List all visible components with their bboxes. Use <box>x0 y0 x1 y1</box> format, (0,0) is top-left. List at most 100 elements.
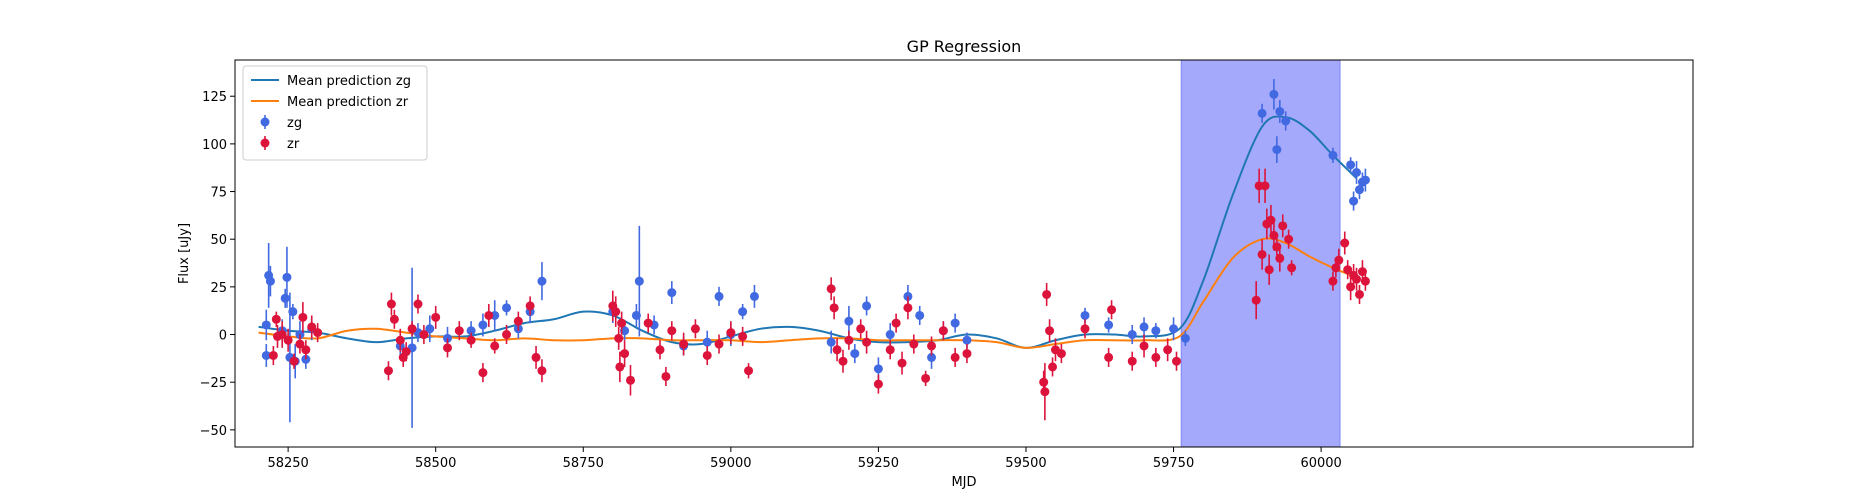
marker <box>502 303 512 313</box>
data-point-zr-16 <box>401 342 411 362</box>
marker <box>927 341 937 351</box>
marker <box>401 347 411 357</box>
marker <box>1343 265 1353 275</box>
data-point-zr-40 <box>655 340 665 360</box>
x-tick-label: 58750 <box>563 456 604 471</box>
data-point-zr-82 <box>1172 351 1182 371</box>
marker <box>407 324 417 334</box>
data-point-zg-60 <box>1281 111 1291 131</box>
data-point-zg-40 <box>862 296 872 316</box>
marker <box>1251 295 1261 305</box>
data-point-zr-81 <box>1163 338 1173 362</box>
data-point-zr-85 <box>1257 239 1267 270</box>
data-point-zr-22 <box>454 321 464 341</box>
data-point-zr-69 <box>1040 363 1050 421</box>
marker <box>301 345 311 355</box>
marker <box>1284 234 1294 244</box>
data-point-zr-67 <box>962 344 972 364</box>
marker <box>1104 352 1114 362</box>
data-point-zg-30 <box>667 281 677 305</box>
marker <box>537 276 547 286</box>
data-point-zg-21 <box>502 300 512 316</box>
marker <box>897 358 907 368</box>
data-point-zr-46 <box>714 334 724 354</box>
data-point-zr-27 <box>502 324 512 345</box>
data-point-zr-29 <box>525 296 535 316</box>
marker <box>625 375 635 385</box>
marker <box>679 339 689 349</box>
marker <box>531 352 541 362</box>
data-point-zr-23 <box>466 332 476 348</box>
data-point-zr-20 <box>431 305 441 329</box>
marker <box>744 366 754 376</box>
data-point-zg-8 <box>288 304 298 320</box>
data-point-zg-50 <box>1104 317 1114 333</box>
data-point-zr-58 <box>885 340 895 360</box>
marker <box>1039 377 1049 387</box>
data-point-zr-24 <box>478 363 488 383</box>
data-point-zg-37 <box>826 330 836 354</box>
marker <box>298 312 308 322</box>
data-point-zr-42 <box>667 321 677 341</box>
data-point-zg-52 <box>1139 317 1149 337</box>
data-point-zr-17 <box>407 321 417 337</box>
marker <box>277 330 287 340</box>
marker <box>1360 175 1370 185</box>
marker <box>962 335 972 345</box>
data-point-zg-57 <box>1269 79 1279 110</box>
data-point-zg-24 <box>537 262 547 301</box>
data-point-zg-47 <box>950 313 960 333</box>
marker <box>873 379 883 389</box>
y-tick-label: 50 <box>210 233 227 248</box>
marker <box>826 284 836 294</box>
marker <box>611 307 621 317</box>
marker <box>667 288 677 298</box>
y-axis-label: Flux [uJy] <box>177 223 192 284</box>
marker <box>1080 310 1090 320</box>
data-point-zr-93 <box>1278 214 1288 238</box>
data-point-zr-57 <box>873 374 883 394</box>
marker <box>1180 333 1190 343</box>
data-point-zr-48 <box>738 326 748 346</box>
marker <box>502 330 512 340</box>
data-point-zr-7 <box>298 302 308 333</box>
x-tick-label: 58250 <box>267 456 308 471</box>
marker <box>1269 89 1279 99</box>
marker <box>862 337 872 347</box>
marker <box>1151 326 1161 336</box>
marker <box>1151 352 1161 362</box>
data-point-zg-36 <box>749 284 759 308</box>
data-point-zg-63 <box>1349 191 1359 211</box>
legend-label: Mean prediction zr <box>287 95 409 110</box>
data-point-zr-38 <box>625 365 635 396</box>
marker <box>667 326 677 336</box>
data-point-zr-19 <box>419 324 429 345</box>
legend-box <box>242 65 428 161</box>
marker <box>921 373 931 383</box>
data-point-zr-61 <box>903 296 913 320</box>
legend-entry-0: Mean prediction zg <box>251 74 411 89</box>
marker <box>643 318 653 328</box>
marker <box>1056 349 1066 359</box>
data-point-zr-98 <box>1334 248 1344 272</box>
marker <box>1080 324 1090 334</box>
marker <box>909 339 919 349</box>
data-point-zg-62 <box>1346 157 1356 173</box>
data-point-zr-53 <box>838 349 848 373</box>
data-point-zr-62 <box>909 334 919 354</box>
marker <box>268 350 278 360</box>
marker <box>490 341 500 351</box>
marker <box>431 312 441 322</box>
marker <box>265 276 275 286</box>
marker <box>615 362 625 372</box>
marker <box>1349 196 1359 206</box>
marker <box>885 345 895 355</box>
data-point-zg-6 <box>282 246 292 308</box>
marker <box>389 314 399 324</box>
marker <box>478 368 488 378</box>
marker <box>844 335 854 345</box>
y-tick-label: 0 <box>219 329 227 344</box>
marker <box>1127 330 1137 340</box>
data-point-zr-54 <box>844 330 854 350</box>
